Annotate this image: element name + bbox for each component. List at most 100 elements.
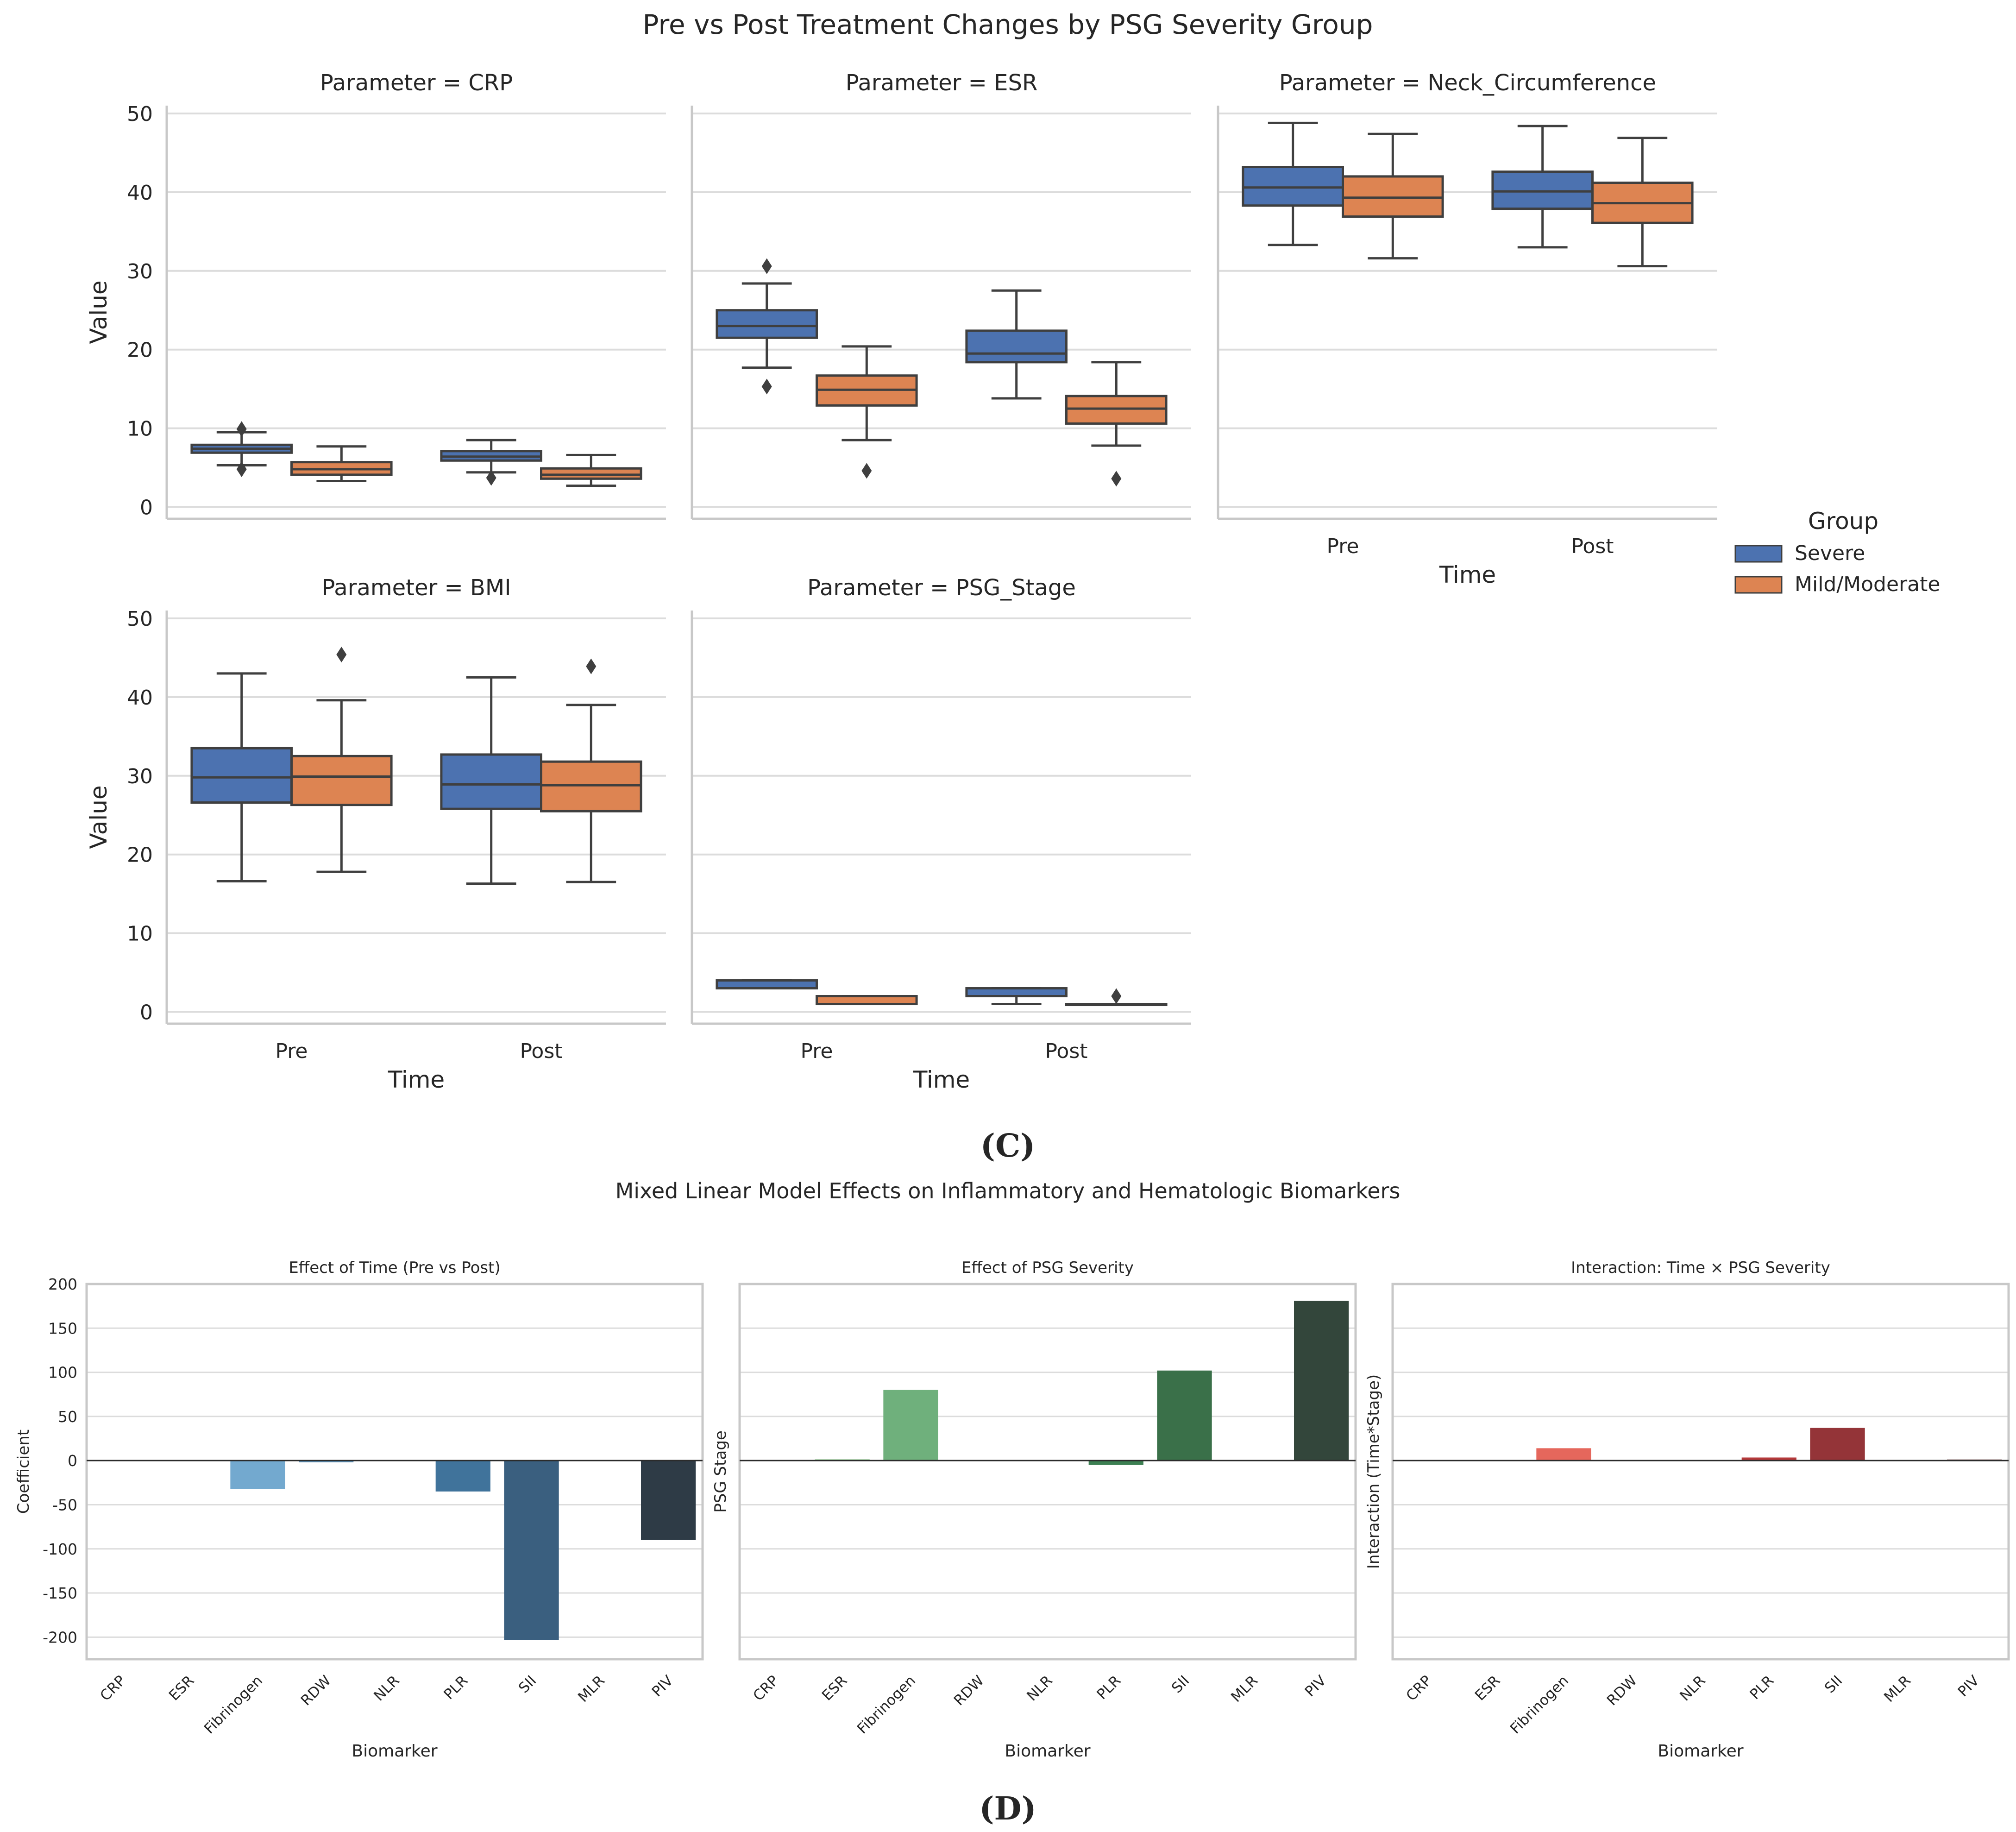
y-tick-label: 50 — [127, 102, 153, 126]
y-tick-label: 30 — [127, 765, 153, 788]
y-tick-label: 0 — [68, 1452, 77, 1470]
x-tick-label: Post — [1045, 1039, 1087, 1063]
y-tick-label: 30 — [127, 260, 153, 283]
legend: Group Severe Mild/Moderate — [1734, 508, 1940, 596]
panel-label-c: (C) — [980, 1127, 1035, 1165]
box-post-severe — [440, 676, 543, 885]
y-tick-label: 200 — [48, 1275, 77, 1293]
box-post-mild-moderate — [540, 658, 642, 883]
bar-panel-title: Effect of Time (Pre vs Post) — [289, 1259, 500, 1277]
iqr-box — [716, 309, 818, 339]
legend-label-severe: Severe — [1795, 541, 1865, 565]
bar-figure-title: Mixed Linear Model Effects on Inflammato… — [615, 1178, 1401, 1203]
y-tick-label: -150 — [43, 1584, 77, 1602]
bar-piv — [641, 1461, 696, 1540]
x-axis-title: Time — [388, 1066, 445, 1093]
outlier-marker — [236, 461, 247, 477]
facet-2: Parameter = Neck_Circumference Pre Post Tim… — [1217, 70, 1717, 588]
iqr-box — [540, 760, 642, 812]
legend-title: Group — [1808, 508, 1878, 535]
iqr-box — [1491, 170, 1594, 210]
outlier-marker — [1111, 471, 1122, 487]
y-axis-title: Value — [85, 280, 112, 344]
plot-frame — [85, 1283, 704, 1661]
box-pre-severe — [190, 421, 293, 477]
box-plot-grid: 0 10 20 30 40 50 Parameter = CRP Value Parameter… — [85, 70, 1940, 1093]
y-tick-label: 10 — [127, 417, 153, 441]
y-tick-label: 20 — [127, 339, 153, 362]
x-tick-label: Pre — [801, 1039, 833, 1063]
plot-frame — [1391, 1283, 2010, 1661]
box-pre-severe — [716, 979, 818, 990]
bar-rdw — [299, 1461, 354, 1462]
outlier-marker — [486, 470, 496, 486]
bar-fibrinogen — [883, 1390, 938, 1461]
y-tick-label: 40 — [127, 181, 153, 205]
iqr-box — [716, 979, 818, 990]
box-pre-mild-moderate — [290, 647, 393, 873]
box-pre-mild-moderate — [1342, 132, 1444, 260]
bar-plr — [1088, 1461, 1143, 1465]
box-pre-mild-moderate — [290, 445, 393, 482]
y-axis-title: Value — [85, 785, 112, 849]
bar-panel-title: Effect of PSG Severity — [961, 1259, 1134, 1277]
iqr-box — [290, 755, 393, 806]
legend-swatch-mild-moderate — [1734, 576, 1783, 594]
panel-label-d: (D) — [979, 1790, 1036, 1827]
y-tick-label: 150 — [48, 1319, 77, 1337]
iqr-box — [1342, 175, 1444, 218]
outlier-marker — [1111, 988, 1122, 1004]
bar-sii — [504, 1461, 559, 1640]
y-tick-label: 0 — [140, 496, 153, 520]
x-axis-title: Time — [1439, 561, 1496, 588]
box-post-mild-moderate — [1591, 137, 1694, 268]
box-post-severe — [440, 439, 543, 486]
y-axis-title: Coefficient — [14, 1429, 33, 1514]
x-axis-title: Biomarker — [1005, 1742, 1090, 1761]
y-tick-label: 10 — [127, 922, 153, 946]
y-tick-label: -100 — [43, 1540, 77, 1558]
legend-swatch-severe — [1734, 545, 1783, 563]
x-axis-title: Biomarker — [1658, 1742, 1743, 1761]
bar-fibrinogen — [1536, 1448, 1591, 1461]
y-tick-label: 40 — [127, 686, 153, 710]
bar-plr — [435, 1461, 490, 1492]
bar-panel-title: Interaction: Time × PSG Severity — [1571, 1259, 1830, 1277]
iqr-box — [1242, 166, 1344, 207]
box-pre-mild-moderate — [816, 345, 918, 479]
y-tick-label: 50 — [58, 1408, 77, 1426]
plot-frame — [738, 1283, 1357, 1661]
iqr-box — [540, 467, 642, 480]
outlier-marker — [236, 421, 247, 437]
y-tick-label: -50 — [52, 1496, 77, 1514]
facet-3: 0 10 20 30 40 50 Parameter = BMI Pre Post Time Val… — [85, 575, 666, 1093]
facet-4: Parameter = PSG_Stage Pre Post Time — [691, 575, 1191, 1093]
x-tick-label: Pre — [276, 1039, 308, 1063]
bar-fibrinogen — [230, 1461, 285, 1489]
bar-plr — [1741, 1457, 1796, 1461]
outlier-marker — [586, 658, 597, 674]
y-tick-label: 50 — [127, 607, 153, 631]
y-axis-title: Interaction (Time*Stage) — [1364, 1374, 1383, 1569]
iqr-box — [440, 753, 543, 810]
outlier-marker — [761, 258, 772, 274]
x-tick-label: Pre — [1327, 535, 1359, 558]
box-pre-severe — [1242, 121, 1344, 246]
box-post-severe — [965, 289, 1068, 400]
facet-title: Parameter = ESR — [846, 70, 1038, 96]
x-tick-label: Post — [1571, 535, 1614, 558]
x-axis-title: Time — [913, 1066, 970, 1093]
legend-label-mild-moderate: Mild/Moderate — [1795, 573, 1940, 596]
y-tick-label: 0 — [140, 1001, 153, 1025]
box-post-mild-moderate — [540, 453, 642, 487]
bar-sii — [1157, 1370, 1212, 1461]
iqr-box — [1065, 395, 1168, 425]
y-axis-title: PSG Stage — [711, 1430, 730, 1513]
box-pre-severe — [190, 672, 293, 882]
facet-title: Parameter = Neck_Circumference — [1279, 70, 1656, 96]
x-axis-title: Biomarker — [352, 1742, 437, 1761]
box-post-severe — [965, 987, 1068, 1006]
y-tick-label: -200 — [43, 1628, 77, 1646]
